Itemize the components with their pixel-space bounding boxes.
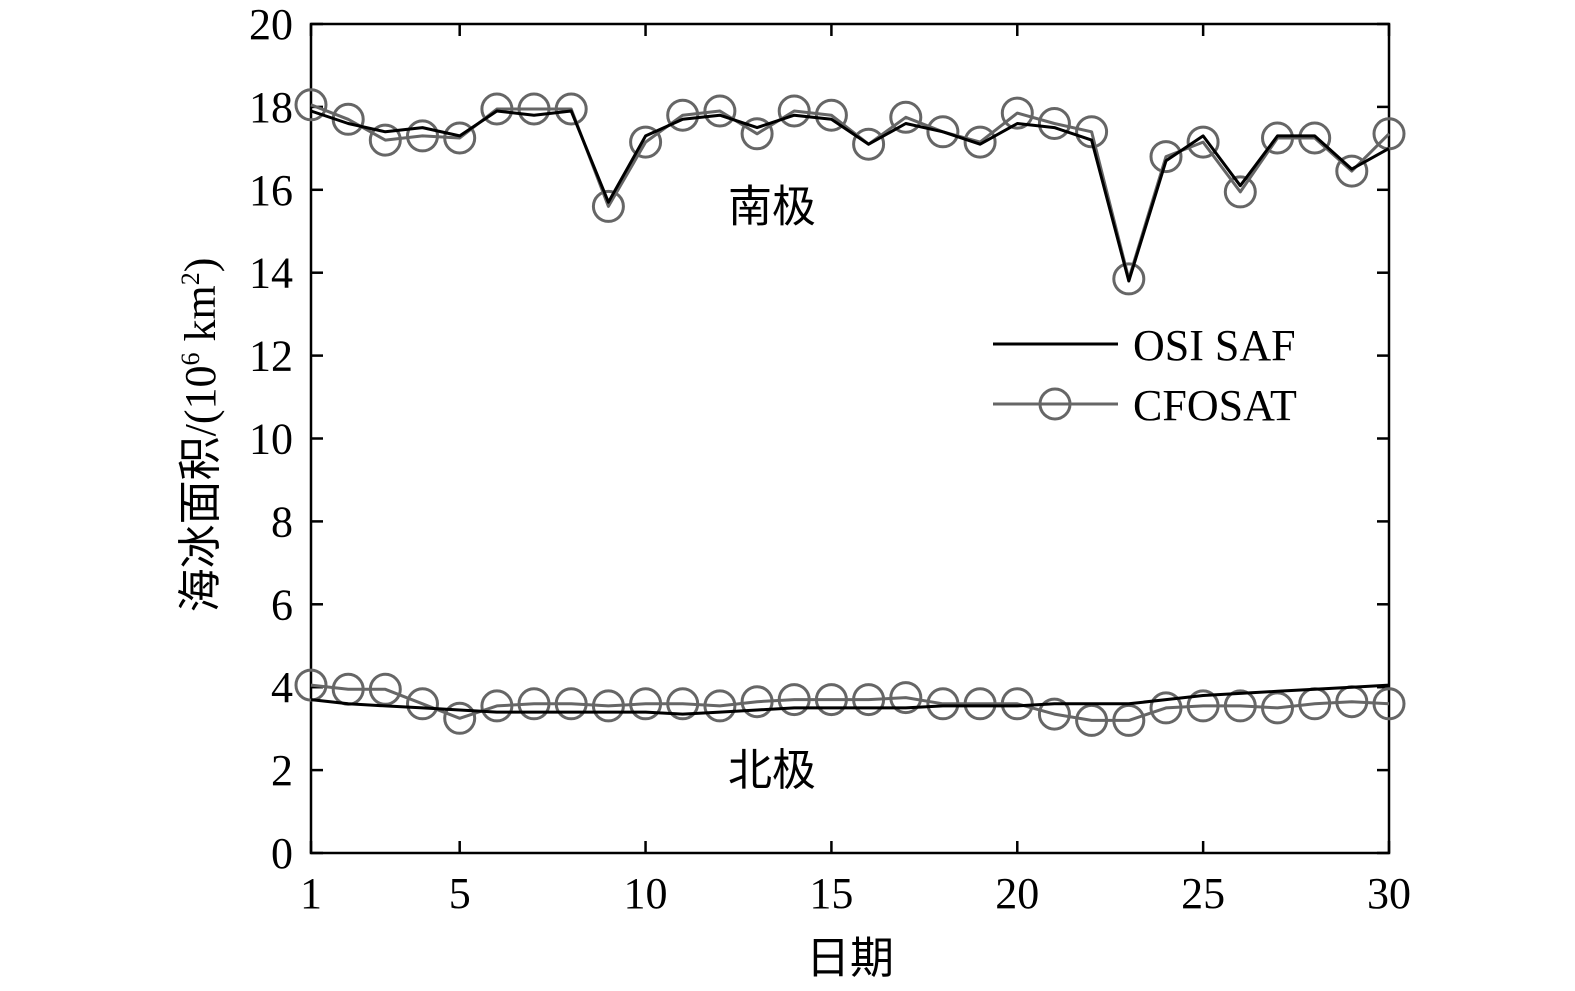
y-tick-label-10: 10 <box>249 415 293 464</box>
series-point-cfosat-north-19 <box>963 687 997 721</box>
series-point-cfosat-north-18 <box>926 687 960 721</box>
y-tick-label-14: 14 <box>249 249 293 298</box>
series-point-cfosat-south-29 <box>1335 154 1369 188</box>
plot-frame <box>309 22 1391 855</box>
series-point-cfosat-north-10 <box>629 687 663 721</box>
series-point-cfosat-north-6 <box>480 689 514 723</box>
x-tick-label-5: 5 <box>449 869 471 918</box>
series-point-cfosat-north-11 <box>666 687 700 721</box>
x-axis-title: 日期 <box>806 934 894 983</box>
legend-marker-cfosat <box>1038 387 1072 421</box>
series-point-cfosat-north-12 <box>703 689 737 723</box>
series-point-cfosat-south-20 <box>1000 96 1034 130</box>
annotation-south-pole: 南极 <box>728 182 816 231</box>
series-point-cfosat-south-23 <box>1112 262 1146 296</box>
series-point-cfosat-south-7 <box>517 92 551 126</box>
series-point-cfosat-north-25 <box>1186 689 1220 723</box>
series-line-osi-saf-north <box>310 683 1390 716</box>
series-point-cfosat-north-23 <box>1112 703 1146 737</box>
series-point-cfosat-south-27 <box>1261 121 1294 155</box>
legend-label-cfosat: CFOSAT <box>1133 381 1297 430</box>
series-point-cfosat-north-14 <box>777 683 811 717</box>
series-point-cfosat-south-4 <box>406 119 439 153</box>
series-point-cfosat-north-16 <box>852 683 886 717</box>
series-point-cfosat-south-8 <box>554 92 588 126</box>
y-tick-label-18: 18 <box>249 83 293 132</box>
series-point-cfosat-north-22 <box>1075 703 1109 737</box>
y-tick-label-16: 16 <box>249 166 293 215</box>
series-line-cfosat-north <box>310 683 1390 722</box>
y-tick-label-0: 0 <box>271 829 293 878</box>
y-axis-title-unit: km <box>176 285 225 352</box>
series-point-cfosat-north-27 <box>1261 691 1294 725</box>
series-point-cfosat-north-24 <box>1149 691 1183 725</box>
y-tick-label-12: 12 <box>249 332 293 381</box>
annotation-layer: 南极 北极 <box>728 182 816 795</box>
series-point-cfosat-north-30 <box>1372 687 1406 721</box>
y-axis-title-main: 海冰面积/(10 <box>176 366 225 613</box>
x-tick-label-15: 15 <box>809 869 853 918</box>
series-point-cfosat-north-21 <box>1037 697 1071 731</box>
series-point-cfosat-south-22 <box>1075 115 1109 149</box>
legend: OSI SAF CFOSAT <box>993 321 1297 430</box>
y-tick-label-20: 20 <box>249 0 293 49</box>
series-point-cfosat-south-21 <box>1037 107 1071 140</box>
series-point-cfosat-south-17 <box>889 100 923 134</box>
y-tick-label-4: 4 <box>271 663 293 712</box>
series-point-cfosat-south-28 <box>1298 121 1332 155</box>
series-point-cfosat-north-9 <box>591 689 625 723</box>
y-axis-title-exp: 6 <box>176 353 205 366</box>
series-layer <box>294 88 1406 737</box>
series-point-cfosat-south-18 <box>926 115 960 149</box>
series-point-cfosat-north-26 <box>1223 689 1257 723</box>
series-point-cfosat-north-15 <box>814 683 848 717</box>
y-tick-label-8: 8 <box>271 497 293 546</box>
series-point-cfosat-north-3 <box>368 672 402 706</box>
series-point-cfosat-north-17 <box>889 681 923 715</box>
series-point-cfosat-south-25 <box>1186 125 1220 159</box>
series-point-cfosat-north-13 <box>740 685 774 719</box>
x-tick-label-1: 1 <box>300 869 322 918</box>
y-tick-label-2: 2 <box>271 746 293 795</box>
series-point-cfosat-south-1 <box>294 88 328 122</box>
series-point-cfosat-south-10 <box>629 125 663 159</box>
series-line-osi-saf-south <box>310 109 1390 283</box>
y-axis-title: 海冰面积/(106 km2) <box>176 258 225 613</box>
series-point-cfosat-north-4 <box>406 687 439 721</box>
x-tick-label-25: 25 <box>1181 869 1225 918</box>
y-axis-title-unit-exp: 2 <box>176 272 205 285</box>
series-point-cfosat-north-7 <box>517 687 551 721</box>
series-point-cfosat-south-11 <box>666 98 700 132</box>
series-point-cfosat-north-5 <box>443 701 477 735</box>
series-point-cfosat-south-15 <box>814 98 848 132</box>
series-point-cfosat-south-16 <box>852 127 886 161</box>
series-point-cfosat-south-3 <box>368 123 402 157</box>
series-point-cfosat-south-9 <box>591 189 625 223</box>
y-tick-label-6: 6 <box>271 580 293 629</box>
x-tick-label-10: 10 <box>624 869 668 918</box>
series-point-cfosat-south-14 <box>777 94 811 128</box>
x-tick-label-30: 30 <box>1367 869 1411 918</box>
annotation-north-pole: 北极 <box>728 746 816 795</box>
series-point-cfosat-south-24 <box>1149 140 1183 174</box>
series-point-cfosat-south-6 <box>480 92 514 126</box>
series-point-cfosat-north-8 <box>554 687 588 721</box>
y-axis-title-close: ) <box>176 258 225 273</box>
series-point-cfosat-south-26 <box>1223 175 1257 209</box>
series-point-cfosat-south-19 <box>963 125 997 159</box>
series-point-cfosat-south-5 <box>443 121 477 155</box>
series-point-cfosat-south-12 <box>703 94 737 128</box>
x-tick-label-20: 20 <box>995 869 1039 918</box>
series-point-cfosat-south-13 <box>740 117 774 151</box>
legend-label-osi-saf: OSI SAF <box>1133 321 1296 370</box>
